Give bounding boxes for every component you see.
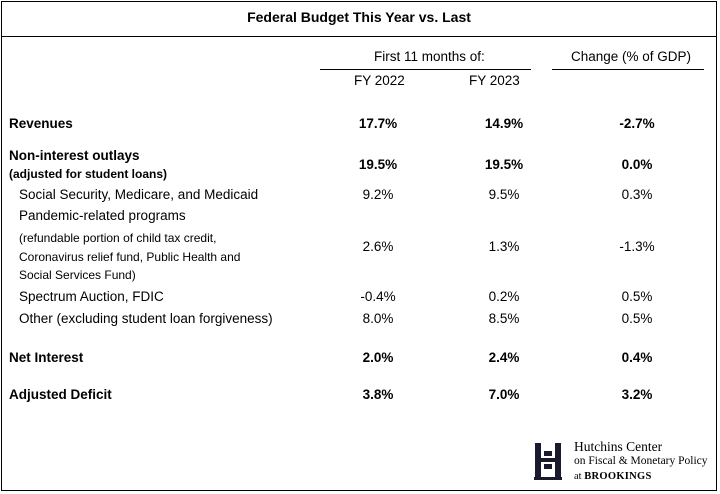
value-fy2023: 1.3% bbox=[488, 239, 520, 254]
row-label: Net Interest bbox=[9, 350, 84, 365]
row-label: Other (excluding student loan forgivenes… bbox=[19, 311, 273, 326]
row-label: Pandemic-related programs bbox=[19, 208, 186, 223]
value-fy2023: 9.5% bbox=[488, 187, 520, 202]
row-label: Revenues bbox=[9, 116, 73, 131]
value-fy2022: 9.2% bbox=[362, 187, 394, 202]
hutchins-center-logo: Hutchins Center on Fiscal & Monetary Pol… bbox=[534, 439, 708, 487]
logo-line-2: on Fiscal & Monetary Policy bbox=[574, 455, 708, 467]
value-fy2022: 8.0% bbox=[362, 311, 394, 326]
value-change: 0.4% bbox=[621, 350, 653, 365]
value-change: 3.2% bbox=[621, 387, 653, 402]
row-label: Non-interest outlays bbox=[9, 148, 140, 163]
value-change: 0.3% bbox=[621, 187, 653, 202]
row-label: Spectrum Auction, FDIC bbox=[19, 289, 164, 304]
period-header-rule bbox=[320, 69, 531, 70]
value-change: 0.0% bbox=[621, 157, 653, 172]
row-label: Adjusted Deficit bbox=[9, 387, 112, 402]
value-fy2022: -0.4% bbox=[360, 289, 396, 304]
value-fy2023: 19.5% bbox=[484, 157, 524, 172]
value-fy2022: 17.7% bbox=[358, 116, 398, 131]
logo-line-3: at BROOKINGS bbox=[574, 471, 652, 482]
logo-line-3-name: BROOKINGS bbox=[584, 471, 652, 482]
value-fy2022: 19.5% bbox=[358, 157, 398, 172]
row-note: Social Services Fund) bbox=[19, 268, 136, 282]
row-note: (refundable portion of child tax credit, bbox=[19, 231, 217, 245]
hutchins-logo-icon bbox=[534, 443, 562, 480]
value-fy2023: 0.2% bbox=[488, 289, 520, 304]
value-change: 0.5% bbox=[621, 289, 653, 304]
logo-line-3-prefix: at bbox=[574, 471, 582, 482]
change-header: Change (% of GDP) bbox=[571, 49, 692, 64]
value-change: -1.3% bbox=[619, 239, 655, 254]
logo-line-1: Hutchins Center bbox=[574, 439, 663, 454]
column-header-fy2022: FY 2022 bbox=[354, 73, 405, 88]
value-fy2023: 8.5% bbox=[488, 311, 520, 326]
table-title: Federal Budget This Year vs. Last bbox=[247, 9, 471, 25]
row-label: Social Security, Medicare, and Medicaid bbox=[19, 187, 259, 202]
column-header-fy2023: FY 2023 bbox=[469, 73, 520, 88]
row-sublabel: (adjusted for student loans) bbox=[9, 167, 168, 181]
row-note: Coronavirus relief fund, Public Health a… bbox=[19, 250, 241, 264]
value-fy2022: 3.8% bbox=[362, 387, 394, 402]
period-group-header: First 11 months of: bbox=[374, 49, 485, 64]
change-header-rule bbox=[552, 69, 704, 70]
title-divider bbox=[2, 36, 716, 37]
value-fy2022: 2.0% bbox=[362, 350, 394, 365]
value-fy2023: 14.9% bbox=[484, 116, 524, 131]
value-change: -2.7% bbox=[619, 116, 655, 131]
value-fy2023: 7.0% bbox=[488, 387, 520, 402]
value-fy2022: 2.6% bbox=[362, 239, 394, 254]
value-fy2023: 2.4% bbox=[488, 350, 520, 365]
value-change: 0.5% bbox=[621, 311, 653, 326]
